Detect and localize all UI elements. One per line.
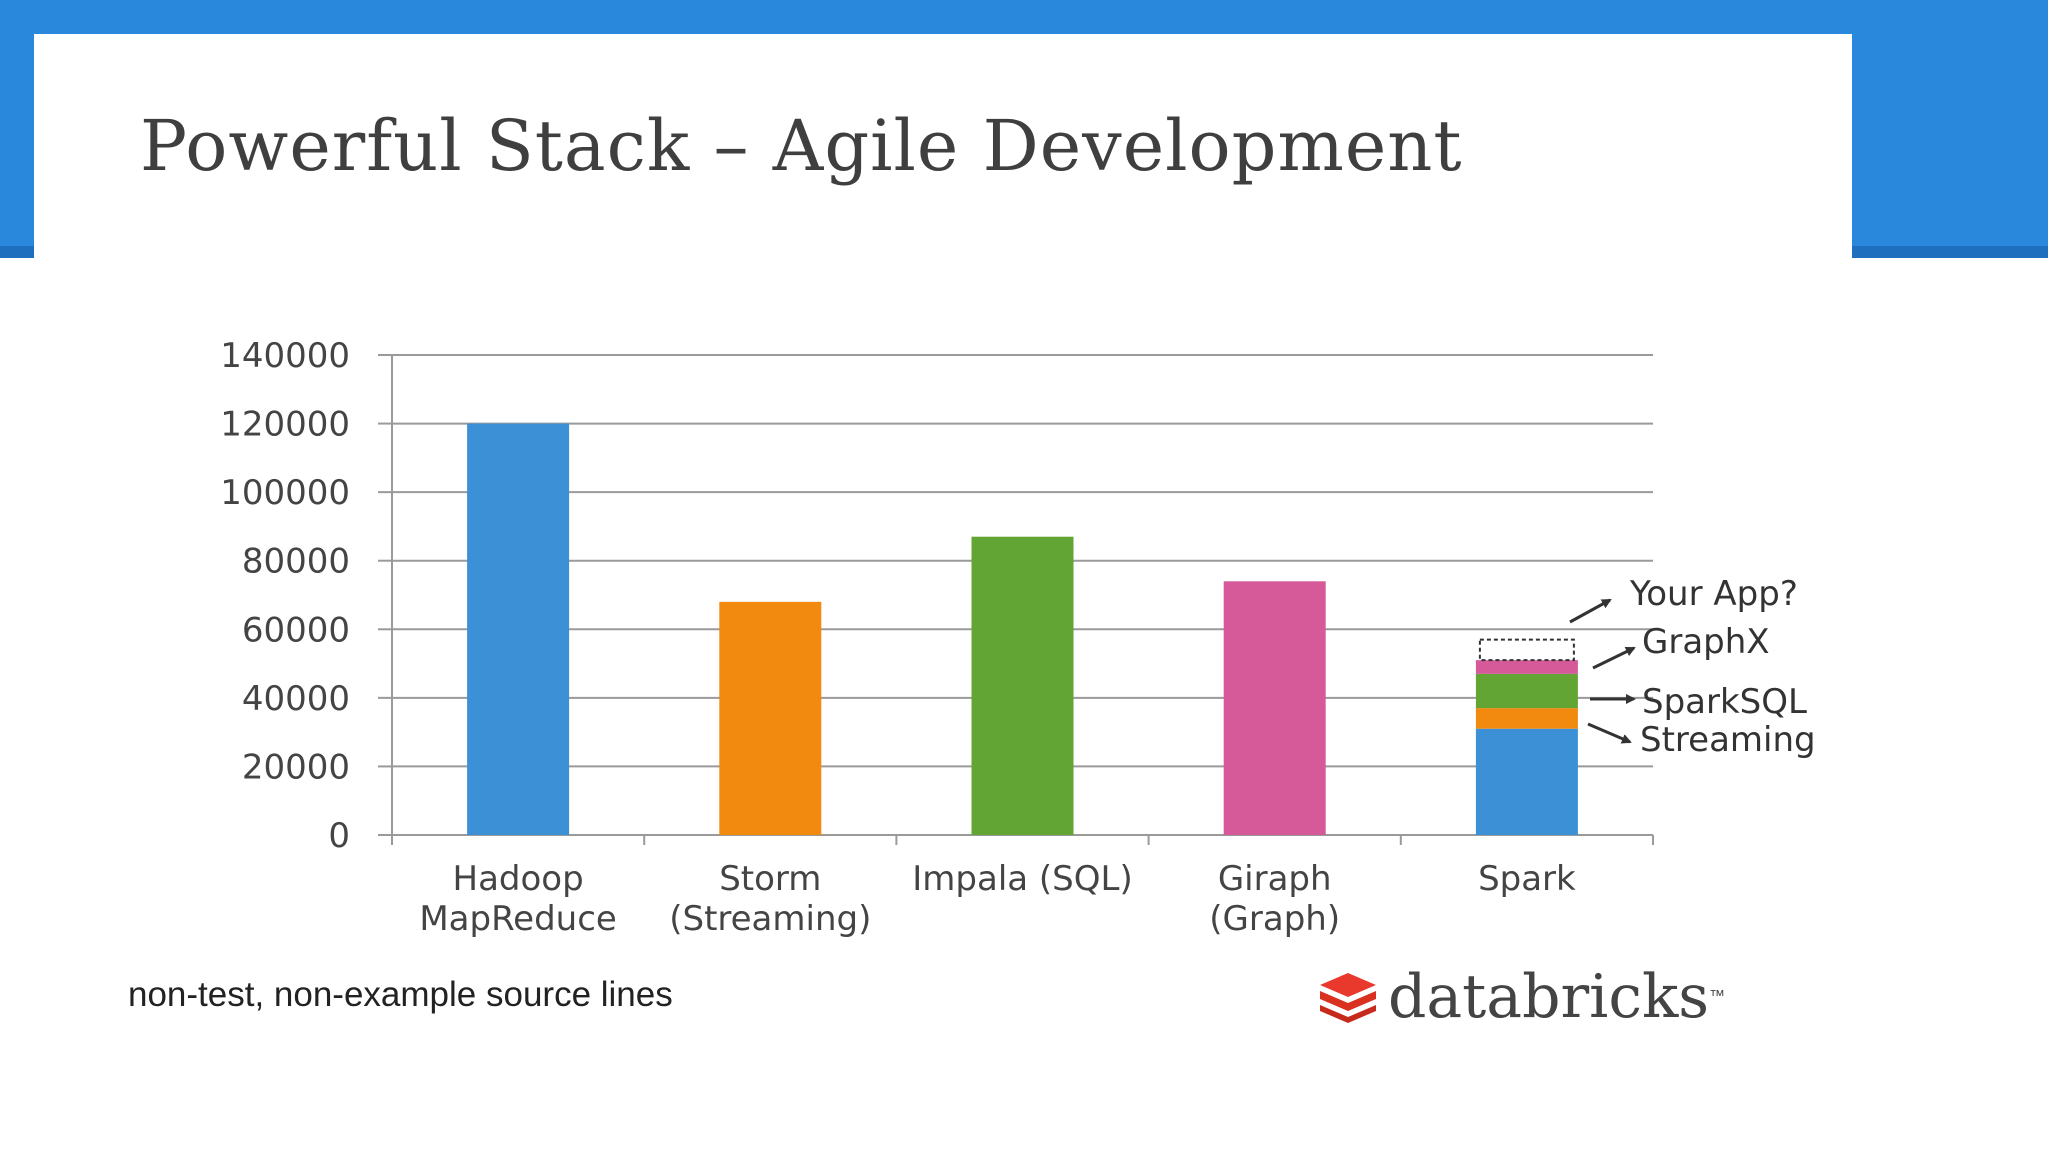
stack-segment: [1475, 673, 1578, 709]
stack-segment: [1475, 728, 1578, 835]
bar: [719, 601, 822, 835]
databricks-logo: databricks ™: [1316, 962, 1725, 1032]
y-tick-label: 140000: [220, 336, 350, 376]
bar: [467, 423, 570, 835]
slide-title: Powerful Stack – Agile Development: [140, 105, 1463, 187]
y-tick-label: 20000: [242, 747, 350, 787]
y-tick-label: 120000: [220, 405, 350, 445]
annotation-arrow: [1587, 722, 1632, 744]
trademark-symbol: ™: [1709, 988, 1726, 1005]
x-tick-label: Giraph: [1218, 859, 1332, 899]
bar: [971, 536, 1074, 835]
x-tick-label: (Graph): [1209, 899, 1340, 939]
databricks-wordmark: databricks: [1388, 962, 1710, 1032]
y-tick-label: 60000: [242, 610, 350, 650]
databricks-logo-icon: [1320, 973, 1376, 1023]
annotation-label: GraphX: [1642, 622, 1770, 662]
stack-segment: [1475, 708, 1578, 729]
x-tick-label: Spark: [1478, 859, 1576, 899]
annotation-label: Your App?: [1629, 574, 1798, 614]
y-tick-label: 80000: [242, 542, 350, 582]
chart-footnote: non-test, non-example source lines: [128, 975, 673, 1014]
y-tick-label: 0: [328, 816, 350, 856]
y-tick-label: 40000: [242, 679, 350, 719]
x-tick-label: Storm: [719, 859, 821, 899]
title-card: [34, 34, 1852, 258]
x-tick-label: Impala (SQL): [912, 859, 1132, 899]
x-tick-label: Hadoop: [453, 859, 584, 899]
bar: [1223, 581, 1326, 835]
y-tick-label: 100000: [220, 473, 350, 513]
annotation-label: Streaming: [1640, 720, 1816, 760]
stack-segment: [1475, 660, 1578, 674]
x-tick-label: (Streaming): [669, 899, 871, 939]
annotation-label: SparkSQL: [1642, 682, 1807, 722]
annotation-arrow: [1592, 646, 1636, 670]
annotation-arrow: [1569, 598, 1612, 624]
stack-segment-placeholder: [1478, 638, 1575, 662]
x-tick-label: MapReduce: [419, 899, 617, 939]
